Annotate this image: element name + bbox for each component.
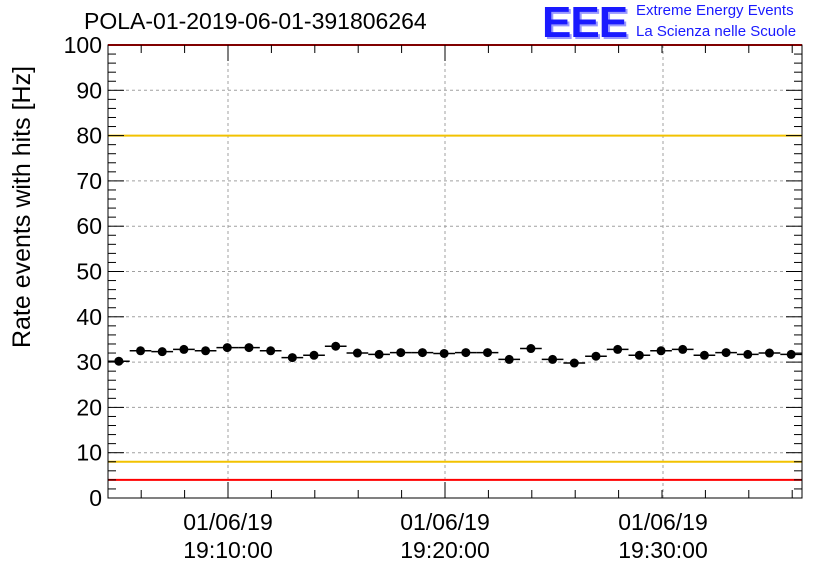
- data-point-marker: [439, 348, 449, 358]
- data-point: [303, 350, 325, 360]
- y-tick-label: 50: [76, 259, 102, 285]
- data-point: [368, 349, 390, 359]
- data-point-marker: [504, 354, 514, 364]
- axes: 010203040506070809010001/06/1919:10:0001…: [64, 32, 803, 563]
- data-point-marker: [201, 346, 211, 356]
- data-point: [715, 348, 737, 358]
- x-tick-label-time: 19:30:00: [618, 537, 708, 563]
- y-tick-label: 70: [76, 168, 102, 194]
- data-point-marker: [417, 348, 427, 358]
- y-tick-label: 60: [76, 213, 102, 239]
- y-tick-label: 40: [76, 304, 102, 330]
- data-point: [108, 356, 130, 366]
- data-point-marker: [287, 353, 297, 363]
- y-tick-label: 100: [64, 32, 102, 58]
- data-point-marker: [461, 348, 471, 358]
- grid-layer: [108, 45, 802, 498]
- data-point-marker: [309, 350, 319, 360]
- data-point: [281, 353, 304, 363]
- data-point-marker: [396, 348, 406, 358]
- data-point-marker: [331, 341, 341, 351]
- data-point-marker: [786, 349, 796, 359]
- data-point: [455, 348, 477, 358]
- data-point-marker: [374, 349, 384, 359]
- data-point: [433, 348, 455, 358]
- data-point-marker: [157, 347, 167, 357]
- data-point: [194, 346, 217, 356]
- data-point-marker: [613, 344, 623, 354]
- data-point: [476, 348, 499, 358]
- data-point-marker: [352, 348, 362, 358]
- data-point: [650, 346, 672, 356]
- reference-lines: [108, 44, 802, 481]
- data-point: [520, 344, 542, 354]
- y-tick-label: 80: [76, 123, 102, 149]
- data-point-marker: [743, 349, 753, 359]
- data-point: [259, 346, 282, 356]
- data-point-marker: [634, 350, 644, 360]
- data-point-marker: [678, 344, 688, 354]
- y-tick-label: 10: [76, 440, 102, 466]
- data-point: [563, 358, 586, 368]
- data-point-marker: [222, 343, 232, 353]
- logo-text-line1: Extreme Energy Events: [636, 2, 794, 19]
- data-point: [389, 348, 412, 358]
- data-point-marker: [569, 358, 579, 368]
- y-tick-label: 0: [89, 485, 102, 511]
- data-point: [693, 350, 716, 360]
- data-point: [151, 347, 174, 357]
- data-point: [498, 354, 521, 364]
- y-tick-label: 90: [76, 77, 102, 103]
- data-point-marker: [656, 346, 666, 356]
- logo-text-line2: La Scienza nelle Scuole: [636, 23, 797, 40]
- y-tick-label: 20: [76, 394, 102, 420]
- data-point: [346, 348, 369, 358]
- data-point-marker: [764, 348, 774, 358]
- data-point: [324, 341, 347, 351]
- data-point: [129, 346, 152, 356]
- data-point: [758, 348, 781, 358]
- x-tick-label-date: 01/06/19: [400, 509, 490, 535]
- data-point-marker: [483, 348, 493, 358]
- data-point-marker: [266, 346, 276, 356]
- data-point: [411, 348, 434, 358]
- data-point: [541, 354, 564, 364]
- eee-logo: EEE: [542, 0, 628, 47]
- x-tick-label-time: 19:10:00: [183, 537, 273, 563]
- x-tick-label-date: 01/06/19: [618, 509, 708, 535]
- data-point-marker: [548, 354, 558, 364]
- chart-title: POLA-01-2019-06-01-391806264: [84, 8, 427, 34]
- data-point-marker: [136, 346, 146, 356]
- data-point-marker: [721, 348, 731, 358]
- y-tick-label: 30: [76, 349, 102, 375]
- data-points: [108, 341, 802, 368]
- data-point: [671, 344, 694, 354]
- data-point: [606, 344, 629, 354]
- data-point: [585, 351, 607, 361]
- data-point: [628, 350, 651, 360]
- data-point: [780, 349, 802, 359]
- data-point-marker: [699, 350, 709, 360]
- data-point: [238, 343, 260, 353]
- data-point: [173, 344, 195, 354]
- data-point-marker: [244, 343, 254, 353]
- data-point: [216, 343, 239, 353]
- x-tick-label-time: 19:20:00: [400, 537, 490, 563]
- data-point: [736, 349, 759, 359]
- y-axis-label: Rate events with hits [Hz]: [8, 66, 36, 348]
- data-point-marker: [526, 344, 536, 354]
- data-point-marker: [179, 344, 189, 354]
- data-point-marker: [114, 356, 124, 366]
- x-tick-label-date: 01/06/19: [183, 509, 273, 535]
- data-point-marker: [591, 351, 601, 361]
